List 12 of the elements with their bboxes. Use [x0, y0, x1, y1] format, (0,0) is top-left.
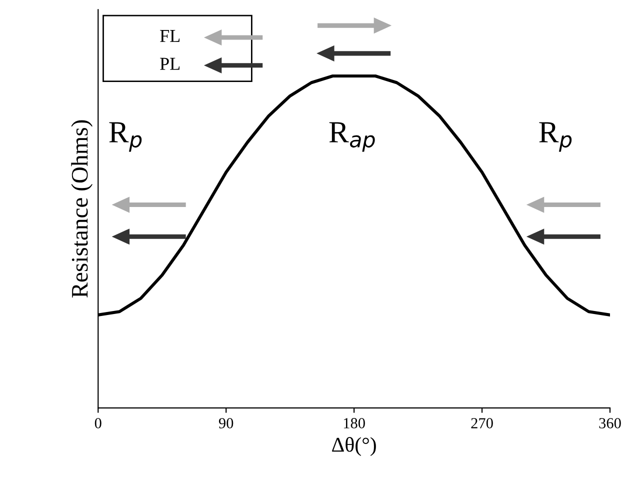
annotation: R$_{p}$	[539, 122, 572, 152]
text: PL	[160, 58, 180, 70]
x-axis-title: Δθ(°)	[332, 437, 376, 456]
text: FL	[160, 30, 180, 42]
x-tick-label: 0	[94, 418, 102, 428]
x-tick-label: 180	[344, 418, 365, 428]
x-tick-label: 270	[471, 418, 493, 428]
annotation: R$_{p}$	[109, 122, 142, 152]
annotation: R$_{ap}$	[329, 122, 375, 152]
y-axis-title: Resistance (Ohms)	[71, 120, 93, 298]
x-tick-label: 360	[599, 418, 621, 428]
x-tick-label: 90	[218, 418, 234, 428]
